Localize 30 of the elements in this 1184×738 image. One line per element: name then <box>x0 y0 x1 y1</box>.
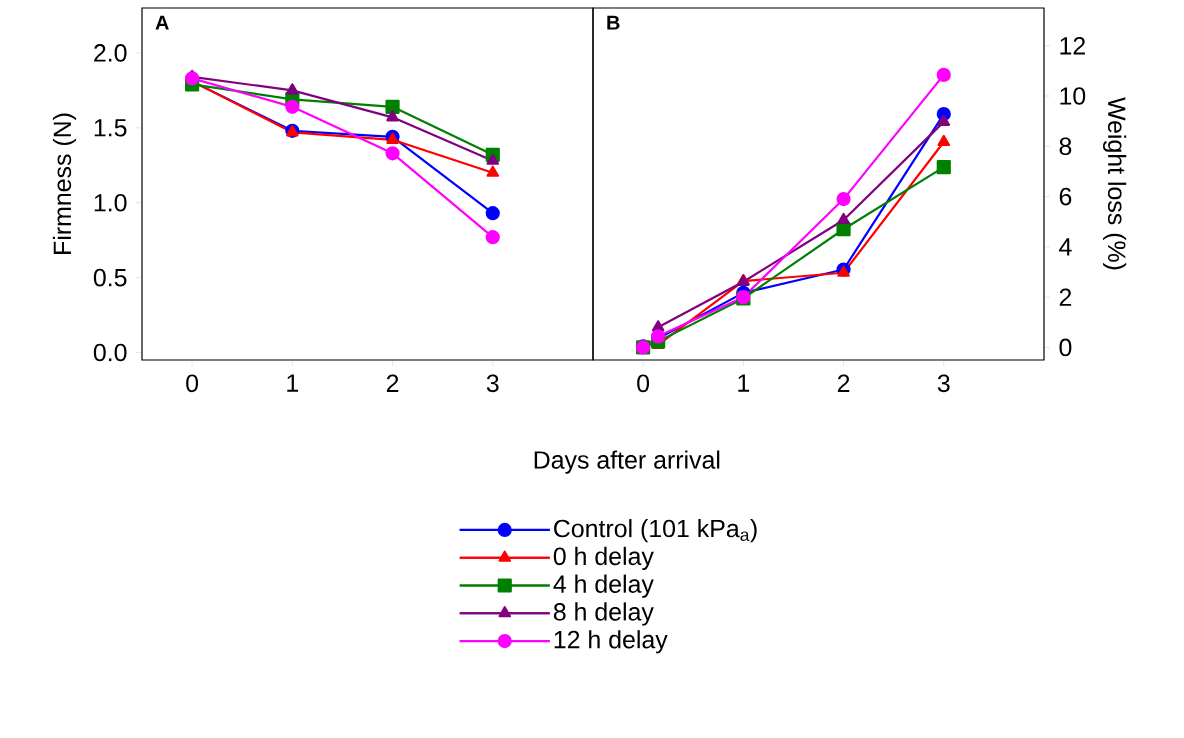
x-tick-label: 3 <box>486 374 499 393</box>
x-tick-label: 0 <box>186 374 199 393</box>
y-tick-label: 0.0 <box>93 343 127 362</box>
x-tick-label: 3 <box>937 374 950 393</box>
y-tick-label: 12 <box>1060 37 1085 55</box>
y-tick-label: 10 <box>1060 87 1086 105</box>
legend-label: 4 h delay <box>553 574 654 598</box>
x-tick-label: 1 <box>287 374 299 392</box>
x-tick-label: 1 <box>738 374 750 392</box>
chart-title: B <box>607 15 620 30</box>
y-tick-label: 4 <box>1059 238 1072 256</box>
y-axis-title: Weight loss (%) <box>1103 97 1127 270</box>
y-tick-label: 8 <box>1059 137 1072 156</box>
legend-label: Control (101 kPa$_{a}$) <box>554 519 757 543</box>
legend-label: 12 h delay <box>554 630 668 654</box>
y-tick-label: 2 <box>1059 288 1072 306</box>
y-tick-label: 6 <box>1059 187 1072 206</box>
y-tick-label: 2.0 <box>94 44 127 62</box>
legend-label: 0 h delay <box>553 546 654 571</box>
x-tick-label: 2 <box>837 374 850 392</box>
y-tick-label: 1.5 <box>94 119 127 137</box>
x-tick-label: 0 <box>637 374 650 393</box>
y-tick-label: 1.0 <box>94 193 127 212</box>
y-axis-title: Firmness (N) <box>52 113 77 254</box>
x-axis-title: Days after arrival <box>534 450 720 474</box>
legend-label: 8 h delay <box>553 602 654 626</box>
chart-title: A <box>155 15 169 30</box>
y-tick-label: 0 <box>1059 338 1072 357</box>
x-tick-label: 2 <box>386 374 399 392</box>
y-tick-label: 0.5 <box>93 268 127 287</box>
